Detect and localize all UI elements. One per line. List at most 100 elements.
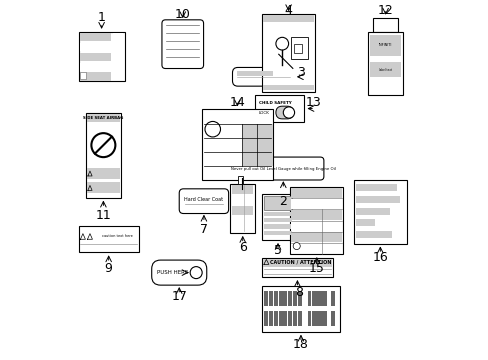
Bar [242, 138, 257, 152]
Bar [232, 185, 253, 194]
Bar [80, 72, 86, 79]
Bar [79, 32, 124, 81]
Bar [263, 15, 313, 22]
Bar [291, 188, 342, 198]
Bar [85, 113, 121, 198]
Text: PUSH HERE: PUSH HERE [157, 270, 188, 275]
Bar [291, 244, 342, 253]
Circle shape [190, 267, 202, 279]
Text: INFINITI: INFINITI [378, 43, 391, 47]
Bar [242, 152, 257, 166]
Bar [291, 210, 342, 220]
Bar [255, 95, 304, 122]
Text: 14: 14 [229, 96, 245, 109]
Text: 5: 5 [273, 244, 282, 257]
Text: 3: 3 [296, 66, 304, 79]
Bar [323, 291, 326, 306]
Bar [262, 258, 332, 277]
Text: caution text here: caution text here [102, 234, 133, 238]
Bar [330, 291, 334, 306]
Bar [319, 311, 322, 327]
Text: 17: 17 [171, 290, 187, 303]
Text: Hard Clear Coat: Hard Clear Coat [184, 197, 223, 202]
Bar [355, 196, 399, 203]
Bar [273, 311, 277, 327]
Bar [262, 14, 314, 92]
Bar [263, 259, 331, 267]
Bar [264, 291, 267, 306]
Bar [287, 291, 292, 306]
Bar [292, 311, 297, 327]
Text: 2: 2 [279, 195, 286, 208]
Bar [355, 219, 375, 226]
Bar [264, 212, 291, 216]
Bar [278, 311, 282, 327]
FancyBboxPatch shape [232, 67, 295, 86]
Circle shape [275, 37, 288, 50]
Bar [237, 176, 242, 184]
Text: 18: 18 [292, 338, 308, 351]
Bar [293, 44, 301, 53]
Bar [268, 311, 272, 327]
Bar [355, 184, 397, 191]
Bar [202, 109, 272, 180]
Bar [87, 183, 120, 193]
Bar [80, 72, 110, 81]
FancyBboxPatch shape [242, 157, 323, 180]
Text: SIDE SEAT AIRBAG: SIDE SEAT AIRBAG [83, 116, 123, 120]
Bar [355, 231, 392, 238]
Bar [80, 63, 110, 71]
Bar [264, 224, 291, 229]
Text: 15: 15 [308, 262, 324, 275]
Bar [268, 291, 272, 306]
Bar [113, 33, 122, 80]
Bar [291, 233, 342, 242]
Text: 8: 8 [295, 287, 303, 300]
Bar [369, 35, 401, 56]
Text: CAUTION / ATTENTION: CAUTION / ATTENTION [270, 260, 331, 264]
Bar [278, 291, 282, 306]
Bar [80, 33, 110, 41]
Text: 10: 10 [175, 8, 190, 21]
Bar [80, 43, 110, 51]
Text: 1: 1 [98, 11, 105, 24]
Bar [369, 62, 401, 77]
Text: CHILD SAFETY: CHILD SAFETY [259, 101, 292, 105]
Bar [290, 187, 343, 254]
Bar [230, 184, 255, 233]
Bar [257, 123, 272, 138]
Circle shape [204, 121, 220, 137]
FancyBboxPatch shape [275, 106, 293, 119]
Bar [297, 311, 301, 327]
Bar [273, 291, 277, 306]
Text: 13: 13 [305, 96, 321, 109]
Text: 9: 9 [104, 262, 112, 275]
Bar [87, 168, 120, 179]
Bar [283, 311, 287, 327]
Bar [87, 114, 120, 122]
Bar [355, 207, 389, 215]
Bar [353, 180, 406, 243]
Bar [292, 291, 297, 306]
Bar [291, 199, 342, 209]
Text: 12: 12 [377, 4, 393, 17]
Circle shape [91, 133, 115, 157]
FancyBboxPatch shape [151, 260, 206, 285]
Bar [263, 85, 313, 90]
Bar [264, 218, 291, 222]
Bar [311, 291, 314, 306]
Bar [283, 291, 287, 306]
Bar [262, 286, 339, 332]
Bar [232, 196, 253, 205]
Bar [264, 196, 291, 210]
Text: 4: 4 [284, 4, 292, 17]
Circle shape [293, 243, 300, 249]
Bar [79, 226, 139, 252]
Bar [291, 37, 307, 59]
Text: 11: 11 [95, 209, 111, 222]
Bar [307, 291, 310, 306]
Bar [372, 18, 397, 32]
Bar [319, 291, 322, 306]
Bar [264, 311, 267, 327]
Text: 16: 16 [372, 251, 387, 264]
